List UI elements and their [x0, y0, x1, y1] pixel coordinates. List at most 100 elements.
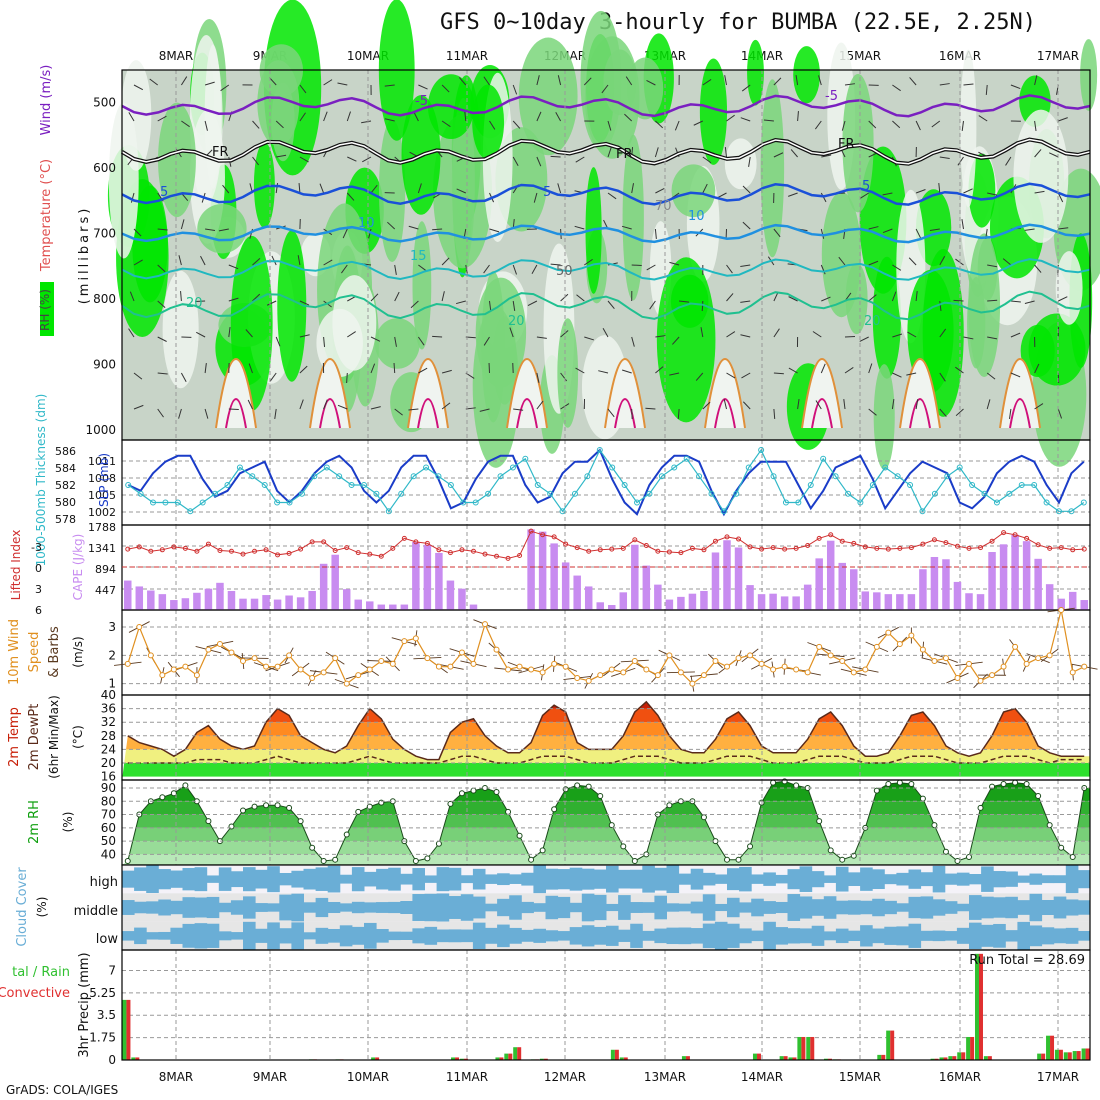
- precip-total-bar: [974, 953, 979, 1060]
- cloud-bar: [654, 867, 667, 891]
- precip-total-bar: [948, 1056, 953, 1060]
- thickness-axis-label: 1000-500mb Thickness (dm): [34, 394, 48, 567]
- convective-plume-inner: [1009, 398, 1031, 429]
- rh2m-point: [620, 843, 627, 850]
- wind10m-point: [539, 669, 546, 676]
- rh2m-point: [793, 782, 800, 789]
- wind-barb: [130, 192, 135, 203]
- precip-convective-bar: [1085, 1048, 1090, 1060]
- temp-band: [122, 763, 1090, 777]
- cloud-bar: [920, 930, 934, 941]
- lifted-index-point: [793, 545, 799, 551]
- cloud-bar: [364, 902, 377, 913]
- lifted-index-point: [805, 543, 811, 548]
- wind10m-point: [147, 652, 154, 659]
- wind10m-tick: 2: [108, 648, 116, 662]
- wind-barb: [299, 84, 307, 94]
- wind-barb: [773, 408, 776, 420]
- lifted-index-point: [286, 550, 292, 556]
- rh-cell: [108, 102, 139, 259]
- wind-barb: [607, 192, 617, 200]
- run-total-annotation: Run Total = 28.69: [969, 953, 1085, 968]
- wind-barb: [413, 111, 419, 122]
- wind-barb: [205, 228, 216, 232]
- date-label-top: 10MAR: [347, 49, 389, 63]
- cloud-bar: [182, 867, 196, 891]
- wind-barb: [742, 401, 751, 410]
- cape-bar: [262, 595, 270, 610]
- wind10m-point: [747, 652, 754, 659]
- temp2m-tick: 20: [101, 756, 116, 770]
- wind10m-point: [389, 660, 396, 667]
- convective-plume-inner: [516, 398, 538, 429]
- wind-barb: [844, 335, 856, 338]
- wind-barb: [892, 84, 901, 92]
- cloud-bar: [993, 897, 1006, 918]
- cloud-bar: [291, 893, 304, 922]
- rh-cell: [724, 138, 757, 190]
- wind10m-line: [127, 609, 1085, 685]
- cloud-bar: [460, 929, 474, 943]
- thickness-point: [993, 499, 1000, 506]
- wind-barb: [654, 147, 659, 158]
- cloud-bar: [521, 929, 534, 942]
- cloud-bar: [303, 932, 317, 940]
- thickness-point: [696, 473, 703, 480]
- cloud-bar: [823, 875, 837, 883]
- precip-convective-bar: [1076, 1051, 1081, 1060]
- cape-bar: [227, 590, 236, 610]
- wind-barb: [679, 300, 690, 303]
- lifted-index-point: [263, 547, 269, 553]
- wind-barb: [939, 372, 946, 382]
- wind-barb: [204, 363, 207, 374]
- cape-bar: [354, 599, 362, 610]
- lifted-index-tick: 6: [35, 604, 42, 617]
- wind-barb: [907, 331, 917, 338]
- cloud-bar: [1077, 870, 1091, 889]
- wind-barb: [222, 184, 230, 194]
- wind-barb: [868, 226, 879, 230]
- wind10m-tick: 1: [108, 677, 116, 691]
- wind-barb: [906, 372, 917, 376]
- cloud-bar: [678, 873, 692, 885]
- cloud-bar: [799, 896, 813, 919]
- wind10m-point: [228, 649, 235, 656]
- cape-bar: [838, 562, 846, 610]
- rh2m-point: [240, 807, 246, 814]
- wind-barb: [583, 77, 592, 86]
- cloud-bar: [206, 896, 220, 919]
- wind10m-point: [574, 675, 581, 681]
- wind-barb: [418, 367, 428, 374]
- rh-legend-label: RH (%): [38, 289, 52, 331]
- isotherm-label: 70: [655, 199, 672, 214]
- wind-barb: [196, 331, 206, 338]
- thickness-point: [522, 455, 529, 462]
- wind-barb: [1010, 332, 1021, 338]
- wind-barb: [963, 188, 973, 194]
- wind-barb: [297, 255, 301, 266]
- cape-bar: [216, 582, 224, 610]
- wind-barb: [157, 336, 167, 342]
- wind-barb: [299, 399, 304, 410]
- wind-barb: [987, 336, 998, 340]
- cape-tick: 447: [95, 584, 116, 597]
- wind-barb: [584, 258, 593, 266]
- wind-barb: [909, 77, 917, 86]
- cloud-bars: [122, 865, 1091, 950]
- wind-barb: [275, 120, 284, 129]
- precip-tick: 5.25: [89, 986, 116, 1000]
- precip-total-bar: [877, 1054, 882, 1060]
- cloud-bar: [823, 931, 837, 941]
- cloud-bar: [497, 898, 510, 917]
- lifted-index-point: [148, 548, 154, 554]
- cape-bar: [469, 604, 478, 610]
- wind10m-point: [435, 663, 442, 670]
- rh-band: [122, 787, 1090, 802]
- thickness-point: [137, 490, 144, 497]
- wind-barb: [838, 256, 846, 266]
- wind-barb: [370, 406, 381, 410]
- wind-barb: [929, 228, 940, 232]
- wind-barb: [843, 399, 846, 410]
- wind-barb: [252, 257, 261, 266]
- wind10m-point: [170, 666, 177, 673]
